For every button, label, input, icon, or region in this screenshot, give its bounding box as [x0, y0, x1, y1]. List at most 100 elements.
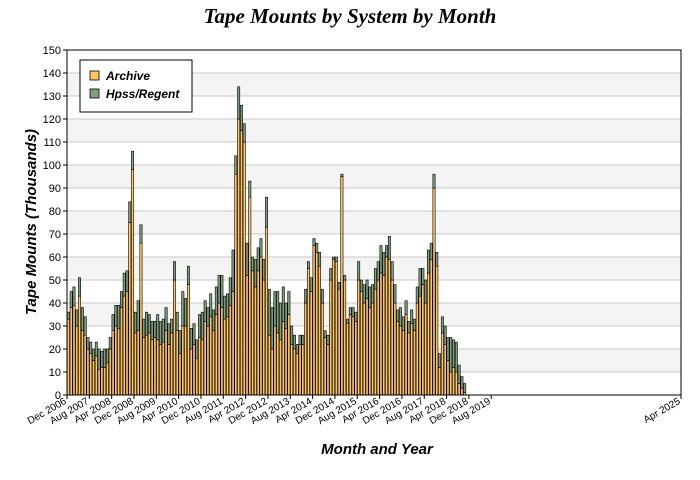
bar-archive: [173, 279, 176, 396]
grid-band: [67, 165, 681, 188]
bar-archive: [226, 316, 229, 396]
bar-hpss-regent: [404, 300, 408, 315]
bar-hpss-regent: [253, 258, 257, 288]
bar-archive: [315, 252, 319, 396]
bar-hpss-regent: [203, 300, 207, 322]
bar-archive: [460, 387, 464, 396]
bar-hpss-regent: [189, 327, 193, 350]
bar-hpss-regent: [273, 291, 277, 327]
bar-hpss-regent: [228, 277, 232, 306]
bar-archive: [186, 284, 190, 396]
y-tick-label: 90: [49, 183, 61, 195]
bar-archive: [159, 344, 162, 396]
bar-archive: [404, 314, 408, 396]
bar-archive: [454, 371, 458, 396]
legend-label-archive: Archive: [105, 69, 150, 83]
bar-hpss-regent: [242, 123, 246, 143]
bar-archive: [329, 279, 333, 396]
bar-archive: [200, 339, 204, 396]
bar-archive: [217, 302, 221, 396]
bar-hpss-regent: [281, 286, 285, 322]
bar-archive: [418, 295, 422, 396]
bar-hpss-regent: [100, 350, 104, 368]
bar-archive: [92, 360, 95, 396]
bar-archive: [421, 284, 425, 396]
bar-hpss-regent: [265, 196, 268, 228]
bar-archive: [343, 279, 347, 396]
y-tick-label: 120: [43, 114, 61, 126]
bar-archive: [373, 288, 377, 396]
bar-hpss-regent: [340, 173, 344, 177]
legend-swatch-hpss-regent: [89, 88, 100, 99]
bar-archive: [145, 334, 148, 396]
bar-archive: [281, 321, 285, 396]
bar-hpss-regent: [198, 314, 202, 338]
bar-archive: [287, 314, 291, 396]
bar-hpss-regent: [66, 311, 70, 320]
bar-archive: [290, 344, 294, 396]
bar-archive: [253, 286, 257, 396]
bar-hpss-regent: [295, 344, 299, 354]
bar-archive: [413, 330, 416, 396]
grid-band: [67, 73, 681, 96]
bar-hpss-regent: [217, 275, 221, 304]
bar-hpss-regent: [212, 309, 215, 331]
bar-hpss-regent: [237, 86, 241, 120]
bar-hpss-regent: [239, 104, 243, 131]
bar-hpss-regent: [139, 224, 143, 244]
bar-hpss-regent: [399, 307, 402, 327]
bar-archive: [175, 330, 179, 396]
bar-archive: [309, 291, 313, 396]
bar-archive: [443, 344, 447, 396]
bar-hpss-regent: [223, 295, 227, 320]
bar-archive: [142, 337, 146, 396]
bar-archive: [357, 279, 361, 396]
bar-archive: [131, 169, 135, 396]
bar-archive: [346, 323, 349, 396]
bar-hpss-regent: [301, 334, 305, 345]
bar-archive: [147, 332, 151, 396]
y-axis-title: Tape Mounts (Thousands): [23, 129, 40, 315]
bar-hpss-regent: [357, 261, 361, 281]
bar-archive: [133, 332, 137, 396]
y-tick-label: 40: [49, 298, 61, 310]
bar-hpss-regent: [276, 291, 280, 334]
grid-band: [67, 211, 681, 234]
bar-archive: [318, 265, 322, 396]
bar-hpss-regent: [346, 318, 349, 325]
bar-archive: [390, 279, 394, 396]
bar-hpss-regent: [147, 314, 151, 334]
bar-hpss-regent: [248, 180, 252, 198]
bar-hpss-regent: [80, 307, 84, 331]
bar-hpss-regent: [122, 272, 126, 297]
x-axis-title: Month and Year: [321, 441, 434, 458]
bar-archive: [407, 332, 411, 396]
bar-hpss-regent: [443, 325, 447, 345]
bar-archive: [239, 130, 243, 396]
bar-archive: [410, 323, 414, 396]
y-tick-label: 60: [49, 252, 61, 264]
bar-archive: [83, 334, 87, 396]
bar-hpss-regent: [270, 307, 274, 350]
bar-archive: [214, 314, 218, 396]
bars: [66, 86, 467, 396]
chart-title: Tape Mounts by System by Month: [204, 4, 497, 28]
bar-archive: [326, 344, 330, 396]
bar-archive: [184, 325, 188, 396]
bar-archive: [393, 302, 397, 396]
bar-archive: [265, 226, 268, 396]
bar-hpss-regent: [371, 284, 375, 304]
bar-hpss-regent: [181, 291, 185, 327]
bar-archive: [435, 265, 439, 396]
bar-hpss-regent: [449, 337, 453, 373]
bar-archive: [259, 256, 263, 396]
bar-hpss-regent: [351, 307, 355, 318]
bar-hpss-regent: [78, 277, 82, 297]
bar-hpss-regent: [92, 348, 95, 361]
bar-archive: [298, 344, 302, 396]
bar-hpss-regent: [320, 288, 324, 304]
bar-hpss-regent: [220, 275, 224, 308]
bar-archive: [181, 325, 185, 396]
bar-archive: [128, 222, 132, 396]
